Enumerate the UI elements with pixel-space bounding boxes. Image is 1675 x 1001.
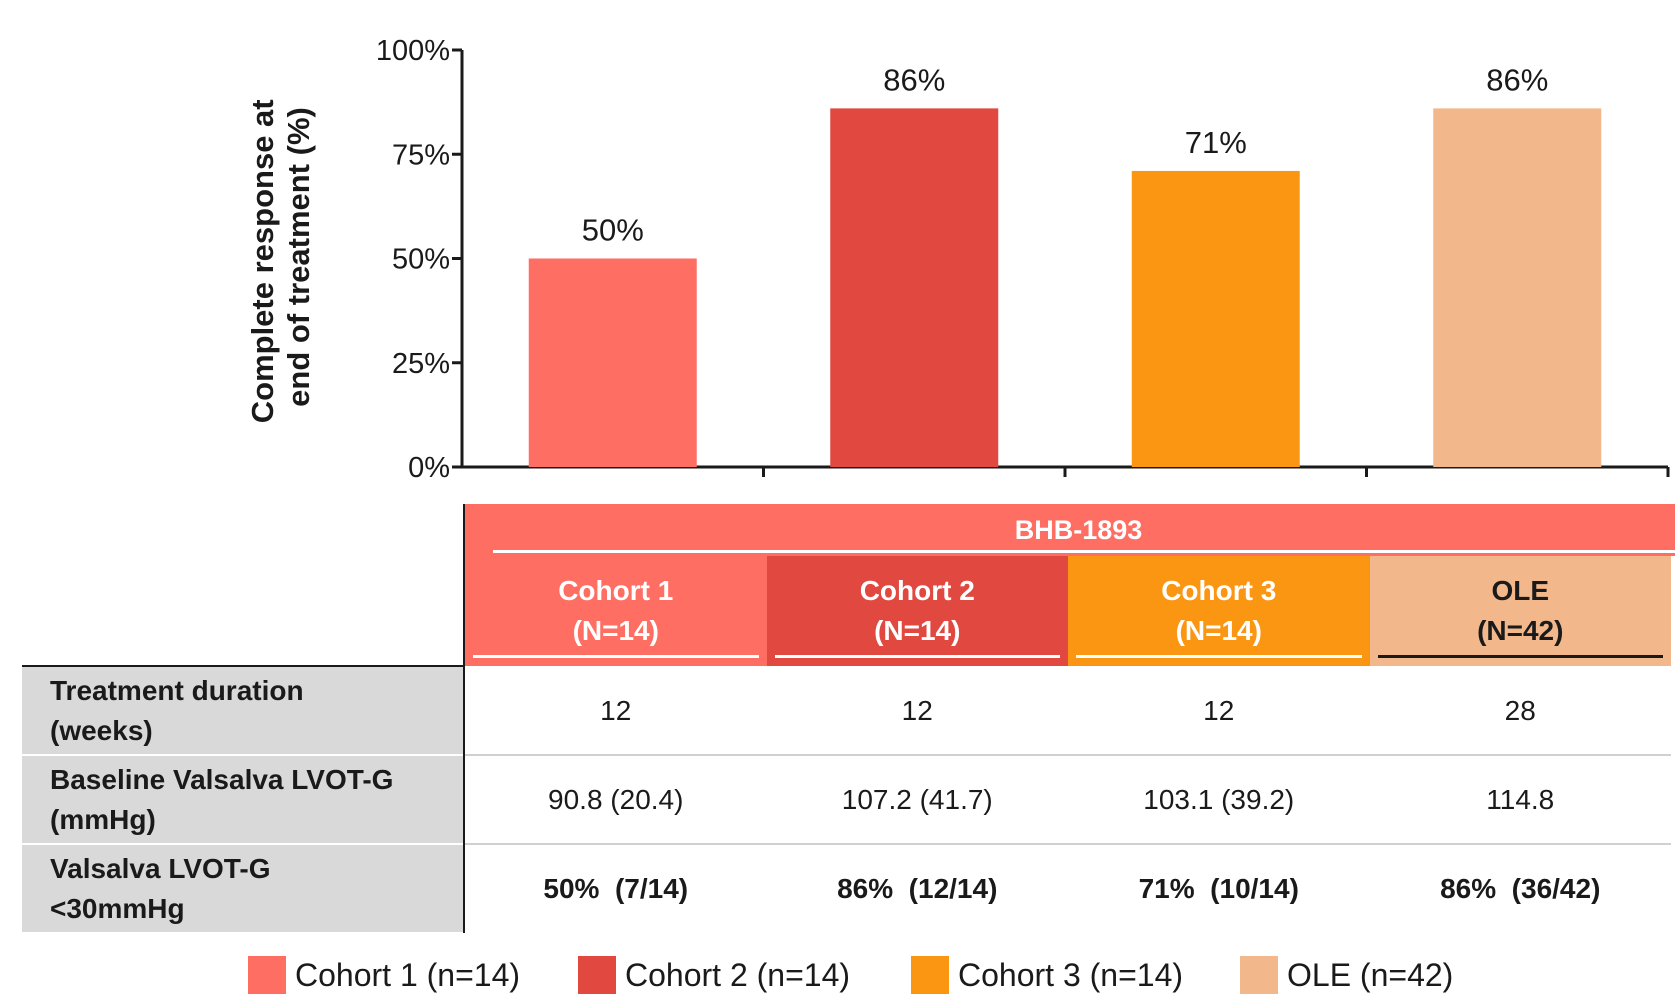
bar — [1433, 108, 1602, 467]
column-header-name: OLE — [1491, 575, 1550, 606]
table-cell: 90.8 (20.4) — [548, 783, 684, 815]
column-header-n: (N=42) — [1477, 615, 1564, 646]
y-tick-label: 50% — [392, 244, 450, 276]
row-label: Baseline Valsalva LVOT-G (mmHg) — [22, 756, 463, 843]
row-label-line-2: (mmHg) — [50, 803, 156, 835]
table-cell: 107.2 (41.7) — [841, 783, 993, 815]
bar-chart: 0% 25% 50% 75% 100% 50% 86% 71% 86% Complete re… — [245, 35, 1670, 484]
y-axis-title-line-2: end of treatment (%) — [281, 107, 316, 407]
table-cell: 28 — [1504, 694, 1536, 726]
legend-swatch — [1240, 956, 1278, 994]
legend-item: Cohort 1 (n=14) — [248, 952, 520, 998]
table-cell: 71% (10/14) — [1138, 872, 1299, 904]
row-label-line-1: Treatment duration — [50, 674, 304, 706]
column-header: OLE (N=42) — [1369, 556, 1671, 666]
row-label-line-2: (weeks) — [50, 714, 153, 746]
bar-value-label: 86% — [883, 62, 945, 97]
table-cell: 103.1 (39.2) — [1143, 783, 1295, 815]
legend: Cohort 1 (n=14) Cohort 2 (n=14) Cohort 3 (… — [0, 952, 1675, 998]
data-labels: 50% 86% 71% 86% — [582, 62, 1549, 247]
bar — [830, 108, 999, 467]
y-tick-label: 25% — [392, 348, 450, 380]
row-label-line-1: Baseline Valsalva LVOT-G — [50, 763, 394, 795]
legend-item: OLE (n=42) — [1240, 952, 1453, 998]
column-header-underline — [774, 655, 1060, 658]
legend-label: Cohort 3 (n=14) — [958, 956, 1184, 993]
column-header: Cohort 1 (N=14) — [465, 556, 767, 666]
column-header-name: Cohort 3 — [1161, 575, 1277, 606]
bar-value-label: 86% — [1486, 62, 1548, 97]
table-cell: 86% (36/42) — [1440, 872, 1601, 904]
row-label: Valsalva LVOT-G <30mmHg — [22, 845, 463, 932]
legend-swatch — [248, 956, 286, 994]
y-tick-label: 100% — [376, 35, 450, 67]
column-header-underline — [473, 655, 759, 658]
legend-label: Cohort 1 (n=14) — [295, 956, 521, 993]
row-label-line-1: Valsalva LVOT-G — [50, 852, 271, 884]
row-label-line-2: <30mmHg — [50, 892, 185, 924]
table-cell: 50% (7/14) — [543, 872, 689, 904]
table-cell: 86% (12/14) — [837, 872, 998, 904]
column-header-name: Cohort 2 — [859, 575, 975, 606]
legend-label: OLE (n=42) — [1287, 956, 1454, 993]
bars — [528, 108, 1602, 467]
table-cell: 12 — [600, 694, 632, 726]
column-header-underline — [1076, 655, 1362, 658]
table-divider — [463, 504, 465, 933]
column-header-n: (N=14) — [874, 615, 961, 646]
row-separator — [465, 754, 1671, 756]
bar — [1131, 170, 1300, 467]
bar-value-label: 71% — [1185, 125, 1247, 160]
legend-swatch — [911, 956, 949, 994]
column-header: Cohort 2 (N=14) — [766, 556, 1068, 666]
y-tick-label: 75% — [392, 139, 450, 171]
column-header-n: (N=14) — [1175, 615, 1262, 646]
study-banner-label: BHB-1893 — [1014, 514, 1143, 545]
bar-value-label: 50% — [582, 213, 644, 248]
study-banner: BHB-1893 — [465, 504, 1675, 556]
legend-item: Cohort 3 (n=14) — [911, 952, 1183, 998]
table-cell: 114.8 — [1486, 783, 1555, 815]
y-tick-label: 0% — [408, 452, 450, 484]
column-header-name: Cohort 1 — [558, 575, 674, 606]
legend-label: Cohort 2 (n=14) — [625, 956, 851, 993]
column-header-underline — [1377, 655, 1663, 658]
row-separator — [465, 843, 1671, 845]
table-rule — [22, 665, 463, 667]
column-header: Cohort 3 (N=14) — [1068, 556, 1370, 666]
y-axis-title-line-1: Complete response at — [245, 99, 280, 423]
row-label: Treatment duration (weeks) — [22, 667, 463, 754]
table-cell: 12 — [901, 694, 933, 726]
table-cell: 12 — [1203, 694, 1235, 726]
banner-underline — [493, 550, 1675, 553]
legend-item: Cohort 2 (n=14) — [578, 952, 850, 998]
legend-swatch — [578, 956, 616, 994]
bar — [528, 258, 697, 467]
column-header-n: (N=14) — [572, 615, 659, 646]
y-axis-title: Complete response at end of treatment (%… — [245, 91, 316, 424]
